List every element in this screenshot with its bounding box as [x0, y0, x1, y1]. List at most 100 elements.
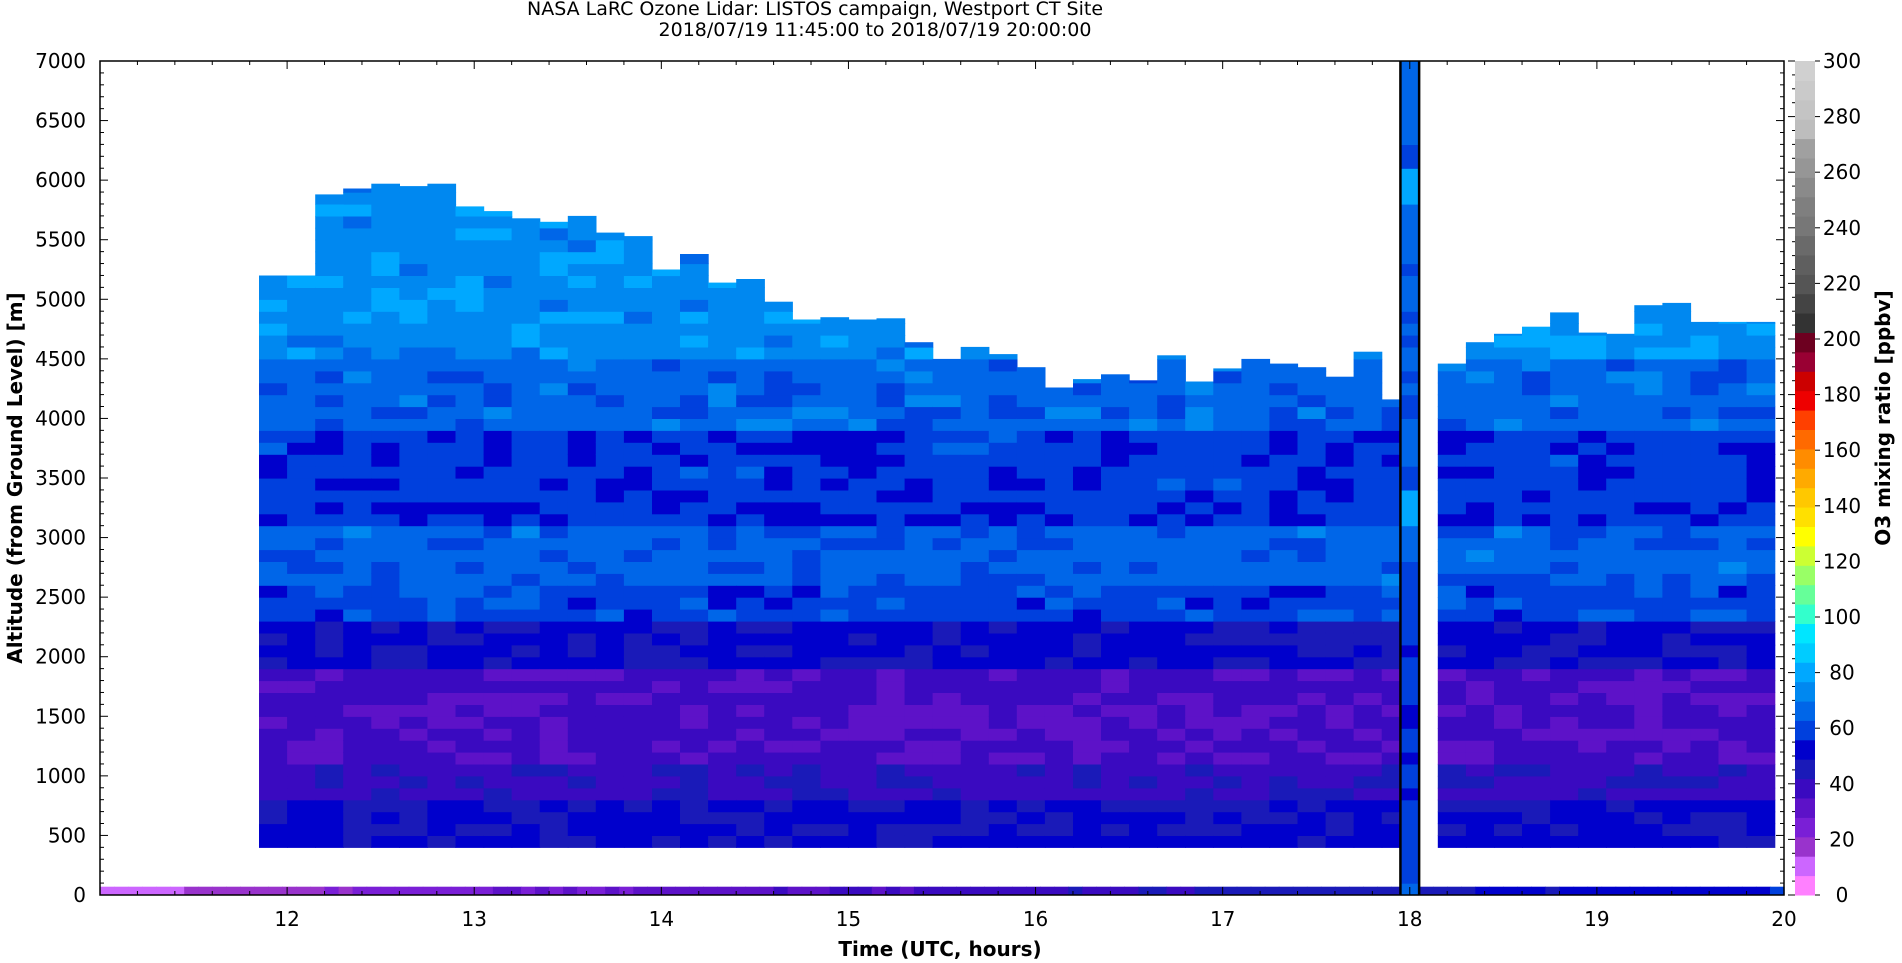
- strip-cell: [1222, 886, 1238, 895]
- heatmap-cell: [455, 370, 485, 384]
- heatmap-cell: [1550, 823, 1579, 836]
- heatmap-cell: [1606, 501, 1635, 515]
- heatmap-cell: [1213, 716, 1242, 729]
- heatmap-cell: [539, 501, 569, 515]
- heatmap-cell: [287, 501, 316, 515]
- marker-cell: [1400, 585, 1420, 598]
- heatmap-cell: [287, 394, 316, 408]
- heatmap-cell: [259, 454, 288, 467]
- heatmap-cell: [1662, 787, 1692, 801]
- x-axis-ticks: 12 13 14 15 16 17 18 19 20: [99, 61, 1797, 931]
- heatmap-cell: [652, 335, 681, 348]
- heatmap-cell: [680, 787, 709, 801]
- heatmap-cell: [511, 632, 541, 646]
- heatmap-cell: [1718, 454, 1748, 467]
- heatmap-cell: [792, 704, 821, 717]
- heatmap-cell: [736, 668, 765, 682]
- heatmap-cell: [511, 370, 541, 384]
- heatmap-cell: [1465, 561, 1495, 574]
- heatmap-cell: [988, 752, 1018, 765]
- heatmap-cell: [455, 775, 485, 789]
- heatmap-cell: [1101, 489, 1130, 503]
- heatmap-cell: [1073, 430, 1102, 443]
- heatmap-cell: [1578, 489, 1607, 503]
- heatmap-cell: [623, 358, 653, 372]
- heatmap-cell: [539, 811, 569, 825]
- heatmap-cell: [1550, 740, 1579, 753]
- marker-cell: [1400, 215, 1420, 229]
- colorbar-tick-label: 220: [1823, 271, 1861, 295]
- heatmap-cell: [1662, 656, 1692, 670]
- heatmap-cell: [1718, 323, 1748, 336]
- heatmap-cell: [1241, 668, 1271, 682]
- marker-column: [1399, 61, 1421, 896]
- heatmap-cell: [1016, 740, 1046, 753]
- heatmap-cell: [988, 489, 1018, 503]
- heatmap-cell: [483, 632, 513, 646]
- heatmap-cell: [820, 323, 850, 336]
- heatmap-cell: [932, 394, 962, 408]
- heatmap-cell: [792, 335, 821, 348]
- marker-cell: [1400, 239, 1420, 253]
- heatmap-cell: [708, 406, 737, 419]
- heatmap-cell: [1297, 787, 1327, 801]
- heatmap-cell: [1437, 811, 1467, 825]
- strip-cell: [1755, 886, 1771, 895]
- heatmap-cell: [1522, 394, 1551, 408]
- heatmap-cell: [371, 370, 400, 384]
- heatmap-cell: [1241, 716, 1271, 729]
- heatmap-cell: [259, 513, 288, 527]
- heatmap-cell: [1690, 358, 1720, 372]
- heatmap-cell: [680, 561, 709, 574]
- heatmap-cell: [932, 823, 962, 836]
- heatmap-cell: [764, 466, 793, 479]
- colorbar-cell: [1795, 662, 1815, 683]
- heatmap-cell: [736, 585, 765, 598]
- y-tick-label: 2000: [35, 645, 86, 669]
- heatmap-cell: [259, 632, 288, 646]
- heatmap-cell: [652, 692, 681, 705]
- heatmap-cell: [1044, 387, 1074, 396]
- heatmap-cell: [1465, 346, 1495, 360]
- heatmap-cell: [1353, 621, 1383, 634]
- heatmap-cell: [287, 775, 316, 789]
- heatmap-cell: [1325, 835, 1355, 848]
- heatmap-cell: [343, 204, 372, 217]
- heatmap-cell: [1016, 489, 1046, 503]
- heatmap-cell: [1073, 489, 1102, 503]
- heatmap-cell: [483, 573, 513, 586]
- heatmap-cell: [876, 501, 906, 515]
- heatmap-cell: [1213, 835, 1242, 848]
- heatmap-cell: [764, 775, 793, 789]
- heatmap-cell: [427, 394, 457, 408]
- colorbar-cell: [1795, 293, 1815, 314]
- heatmap-cell: [820, 787, 850, 801]
- heatmap-cell: [876, 740, 906, 753]
- heatmap-cell: [1213, 501, 1242, 515]
- heatmap-cell: [820, 692, 850, 705]
- heatmap-cell: [1465, 621, 1495, 634]
- heatmap-cell: [820, 335, 850, 348]
- heatmap-cell: [595, 692, 625, 705]
- heatmap-cell: [1213, 370, 1242, 384]
- heatmap-cell: [1634, 644, 1663, 658]
- y-tick-label: 5000: [35, 287, 86, 311]
- heatmap-cell: [1073, 525, 1102, 539]
- heatmap-cell: [1634, 513, 1663, 527]
- heatmap-cell: [708, 299, 737, 312]
- heatmap-cell: [1016, 656, 1046, 670]
- heatmap-cell: [1129, 430, 1158, 443]
- colorbar-cell: [1795, 274, 1815, 295]
- heatmap-cell: [259, 466, 288, 479]
- heatmap-cell: [399, 525, 429, 539]
- colorbar-cell: [1795, 138, 1815, 159]
- strip-cell: [1012, 886, 1027, 895]
- heatmap-cell: [1522, 609, 1551, 622]
- heatmap-cell: [1269, 680, 1299, 693]
- heatmap-cell: [315, 775, 344, 789]
- heatmap-cell: [960, 513, 990, 527]
- heatmap-cell: [1157, 442, 1186, 455]
- heatmap-cell: [427, 787, 457, 801]
- heatmap-cell: [539, 537, 569, 551]
- heatmap-cell: [455, 346, 485, 360]
